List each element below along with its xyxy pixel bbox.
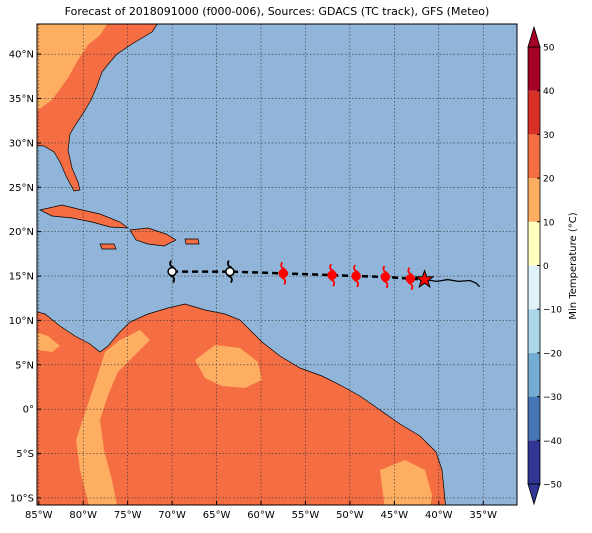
storm-eye [405,273,416,284]
colorbar-label: Min Temperature (°C) [568,212,579,319]
andes [76,330,150,505]
lon-tick-label: 60°W [247,510,275,521]
lon-tick-label: 40°W [425,510,453,521]
storm-eye [278,268,288,279]
central-south-america [37,303,446,505]
lon-tick-label: 85°W [25,510,53,521]
land [37,24,446,505]
past-track-line [424,278,481,288]
colorbar-tick-label: 30 [543,131,555,141]
colorbar-tick-label: 20 [543,175,555,185]
colorbar-band [528,440,540,484]
lon-tick-label: 80°W [69,510,97,521]
lon-tick-label: 55°W [292,510,320,521]
colorbar-tick-label: −50 [543,481,562,491]
lon-tick-label: 65°W [203,510,231,521]
storm-eye [327,270,337,280]
storm-symbol [380,265,391,289]
lat-tick-label: 15°N [9,272,34,283]
lon-tick-label: 70°W [158,510,186,521]
lon-tick-label: 35°W [469,510,497,521]
lat-tick-label: 5°S [16,449,34,460]
track [167,260,481,291]
storm-eye [380,272,391,282]
lat-tick-label: 40°N [9,50,34,61]
lon-tick-label: 50°W [336,510,364,521]
lat-tick-label: 5°N [15,360,34,371]
colorbar-tick-label: −10 [543,306,562,316]
colorbar-extend-top [527,25,541,48]
colorbar: 50 40 30 20 10 0 −10 −20 −30 −40 −50 [527,25,562,506]
colorbar-tick-label: −30 [543,393,562,403]
colorbar-band [528,352,540,397]
colorbar-band [528,221,540,266]
lon-tick-label: 75°W [114,510,142,521]
storm-symbol [351,264,361,288]
colorbar-band [528,265,540,310]
lat-tick-label: 0° [23,405,34,416]
colorbar-band [528,47,540,91]
colorbar-tick-label: −40 [543,437,562,447]
colorbar-tick-label: −20 [543,349,562,359]
cuba [38,204,130,229]
brazil-highlands [380,460,432,505]
lat-tick-label: 30°N [9,138,34,149]
colorbar-band [528,134,540,179]
colorbar-band [528,309,540,353]
map-title: Forecast of 2018091000 (f000-006), Sourc… [65,5,490,18]
storm-symbol [167,260,177,284]
lon-tick-label: 45°W [381,510,409,521]
storm-symbol [225,260,235,284]
colorbar-tick-label: 10 [543,218,555,228]
lat-tick-label: 25°N [9,183,34,194]
puerto-rico [184,238,200,245]
colorbar-band [528,396,540,441]
colorbar-tick-label: 50 [543,44,555,54]
storm-eye [225,266,235,277]
storm-symbol [278,261,288,285]
lat-tick-label: 35°N [9,94,34,105]
current-position [414,269,435,289]
storm-symbol [327,263,337,287]
storm-eye [351,271,361,281]
map-frame [36,23,518,506]
colorbar-extend-bottom [527,483,541,506]
storm-eye [167,266,177,277]
guiana-highlands [195,345,262,388]
colorbar-band [528,178,540,222]
jamaica [99,243,117,250]
colorbar-tick-label: 40 [543,87,555,97]
lat-tick-label: 20°N [9,227,34,238]
storm-symbol [405,267,416,291]
hispaniola [129,227,177,247]
grid [37,24,517,505]
central-america-highland [37,332,60,352]
colorbar-band [528,90,540,135]
lat-tick-label: 10°N [9,316,34,327]
colorbar-tick-label: 0 [543,262,549,272]
appalachian-highland [37,24,108,111]
lat-tick-label: 10°S [10,493,34,504]
